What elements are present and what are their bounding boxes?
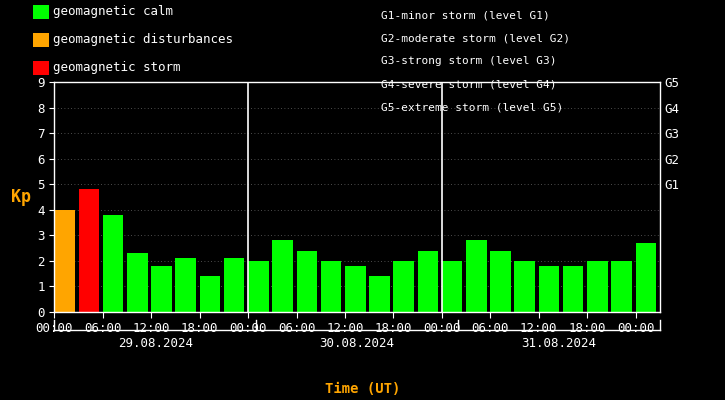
Bar — [563, 266, 584, 312]
Bar — [152, 266, 172, 312]
Bar — [175, 258, 196, 312]
Bar — [611, 261, 632, 312]
Bar — [78, 189, 99, 312]
Bar — [490, 251, 511, 312]
Text: 30.08.2024: 30.08.2024 — [320, 337, 394, 350]
Text: G1-minor storm (level G1): G1-minor storm (level G1) — [381, 10, 550, 20]
Bar — [515, 261, 535, 312]
Text: Time (UT): Time (UT) — [325, 382, 400, 396]
Text: G5-extreme storm (level G5): G5-extreme storm (level G5) — [381, 103, 563, 113]
Bar — [394, 261, 414, 312]
Text: 31.08.2024: 31.08.2024 — [521, 337, 597, 350]
Text: geomagnetic storm: geomagnetic storm — [53, 61, 181, 74]
Text: geomagnetic disturbances: geomagnetic disturbances — [53, 33, 233, 46]
Text: G3-strong storm (level G3): G3-strong storm (level G3) — [381, 56, 556, 66]
Bar — [320, 261, 341, 312]
Bar — [636, 243, 656, 312]
Bar — [369, 276, 390, 312]
Bar — [273, 240, 293, 312]
Bar — [54, 210, 75, 312]
Text: G2-moderate storm (level G2): G2-moderate storm (level G2) — [381, 33, 570, 43]
Bar — [127, 253, 148, 312]
Bar — [297, 251, 317, 312]
Bar — [442, 261, 463, 312]
Bar — [466, 240, 486, 312]
Text: Kp: Kp — [11, 188, 31, 206]
Text: G4-severe storm (level G4): G4-severe storm (level G4) — [381, 80, 556, 90]
Bar — [248, 261, 269, 312]
Bar — [345, 266, 365, 312]
Bar — [587, 261, 608, 312]
Text: geomagnetic calm: geomagnetic calm — [53, 5, 173, 18]
Bar — [224, 258, 244, 312]
Text: 29.08.2024: 29.08.2024 — [117, 337, 193, 350]
Bar — [418, 251, 438, 312]
Bar — [199, 276, 220, 312]
Bar — [103, 215, 123, 312]
Bar — [539, 266, 559, 312]
